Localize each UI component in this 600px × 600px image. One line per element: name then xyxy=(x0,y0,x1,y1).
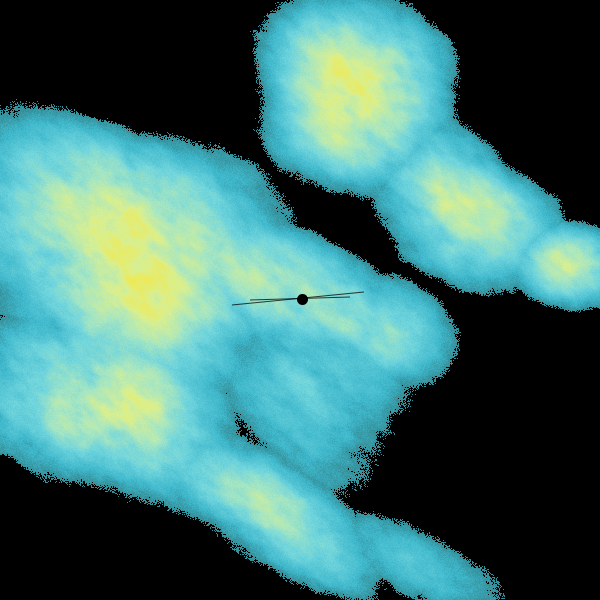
radar-site-marker[interactable] xyxy=(297,294,308,305)
